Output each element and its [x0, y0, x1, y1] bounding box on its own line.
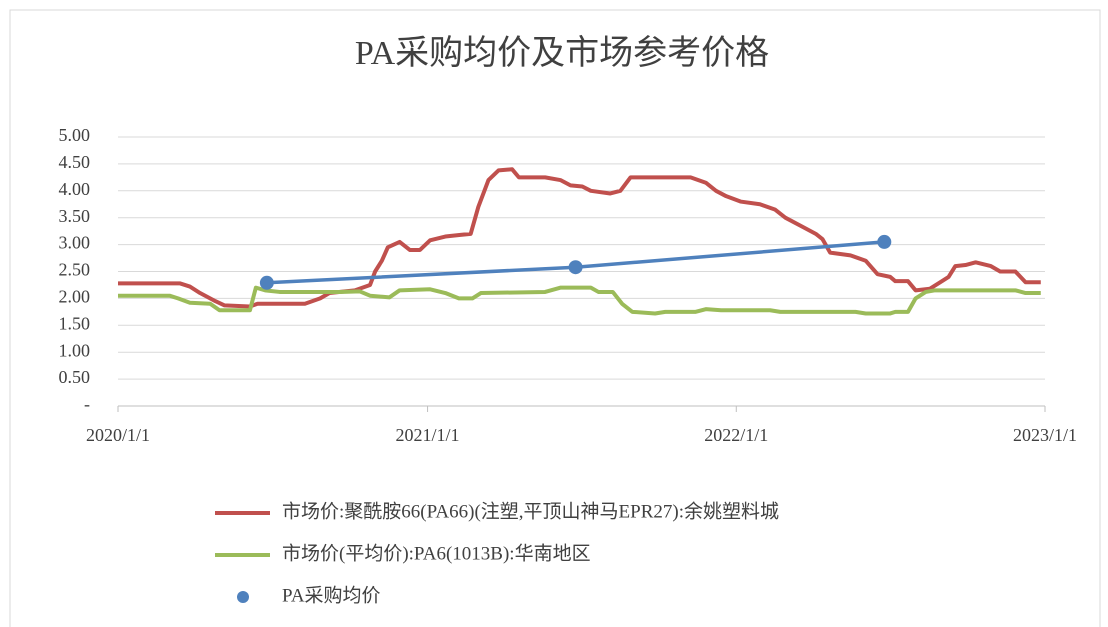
chart-title: PA采购均价及市场参考价格	[355, 34, 769, 72]
y-tick-label: 3.50	[59, 206, 91, 226]
data-point	[259, 275, 274, 290]
legend-label: 市场价:聚酰胺66(PA66)(注塑,平顶山神马EPR27):余姚塑料城	[282, 500, 779, 522]
legend-label: 市场价(平均价):PA6(1013B):华南地区	[282, 542, 591, 564]
legend-label: PA采购均价	[282, 584, 381, 606]
y-tick-label: 4.50	[59, 152, 91, 172]
y-tick-label: 1.00	[59, 340, 91, 360]
legend-marker	[237, 591, 249, 603]
series-line	[118, 285, 1041, 316]
y-tick-label: 0.50	[59, 367, 91, 387]
y-tick-label: 5.00	[59, 125, 91, 145]
y-tick-label: 2.50	[59, 260, 91, 280]
y-tick-label: -	[84, 394, 90, 414]
x-tick-label: 2020/1/1	[86, 425, 150, 445]
x-tick-label: 2022/1/1	[704, 425, 768, 445]
y-tick-label: 1.50	[59, 313, 91, 333]
y-tick-label: 2.00	[59, 287, 91, 307]
chart-frame	[9, 9, 1101, 627]
x-tick-label: 2023/1/1	[1013, 425, 1077, 445]
data-point	[877, 234, 892, 249]
y-tick-label: 3.00	[59, 233, 91, 253]
data-point	[568, 260, 583, 275]
y-tick-label: 4.00	[59, 179, 91, 199]
x-tick-label: 2021/1/1	[396, 425, 460, 445]
